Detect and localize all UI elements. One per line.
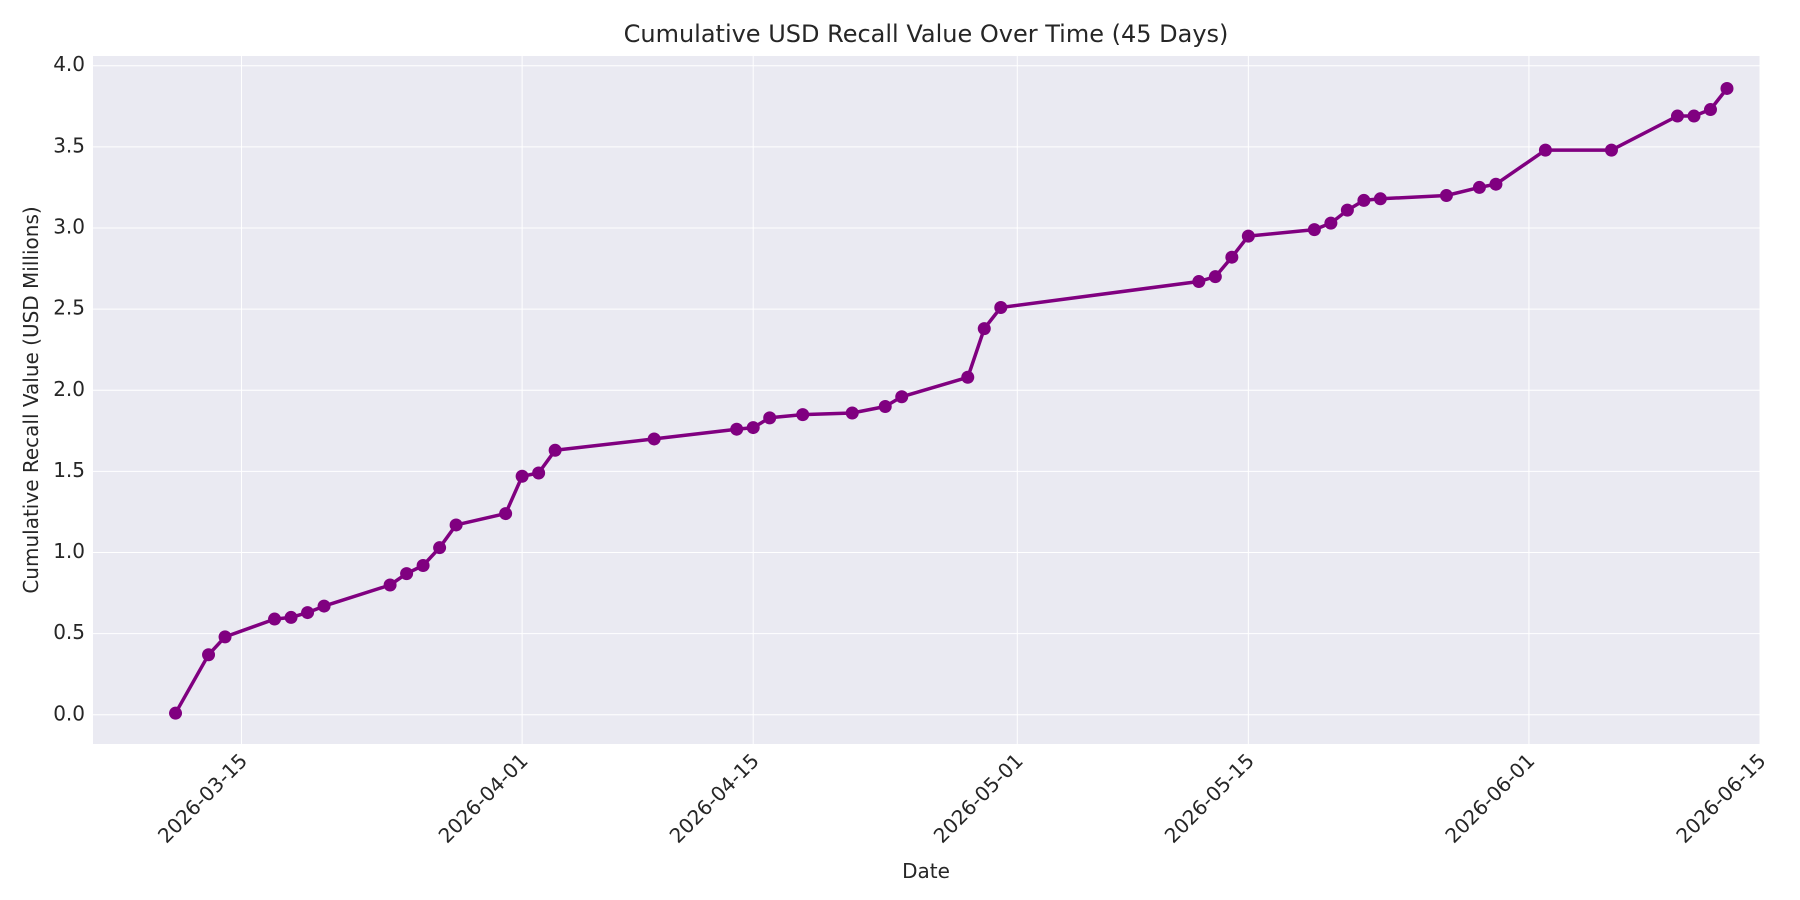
chart-title: Cumulative USD Recall Value Over Time (4… [624,20,1229,48]
data-point [284,610,298,624]
data-point [383,578,397,592]
data-point [433,541,447,555]
y-axis-ticks: 0.0 0.5 1.0 1.5 2.0 2.5 3.0 3.5 4.0 [53,52,85,725]
data-point [317,599,331,613]
data-point [796,408,810,422]
y-tick-label: 3.5 [53,133,85,157]
data-point [1439,189,1453,203]
y-tick-label: 0.5 [53,620,85,644]
data-point [1720,81,1734,95]
data-point [845,406,859,420]
data-point [449,518,463,532]
data-point [1307,223,1321,237]
data-point [548,443,562,457]
y-tick-label: 1.5 [53,458,85,482]
data-point [1373,192,1387,206]
data-point [1208,270,1222,284]
x-axis-title: Date [902,859,950,883]
data-point [647,432,661,446]
data-point [746,421,760,435]
data-point [1703,103,1717,117]
data-point [730,422,744,436]
y-axis-title: Cumulative Recall Value (USD Millions) [19,206,43,593]
data-point [1489,177,1503,191]
y-tick-label: 1.0 [53,539,85,563]
data-point [416,559,430,573]
data-point [1324,216,1338,230]
data-point [1538,143,1552,157]
data-point [895,390,909,404]
y-tick-label: 2.0 [53,377,85,401]
data-point [1472,180,1486,194]
y-tick-label: 4.0 [53,52,85,76]
data-point [400,567,414,581]
data-point [1687,109,1701,123]
data-point [515,469,529,483]
data-point [499,507,513,521]
data-point [977,322,991,336]
y-tick-label: 0.0 [53,701,85,725]
data-point [1192,275,1206,289]
data-point [961,370,975,384]
data-point [1670,109,1684,123]
y-tick-label: 2.5 [53,296,85,320]
data-point [1225,250,1239,264]
data-point [878,399,892,413]
data-point [1340,203,1354,217]
y-tick-label: 3.0 [53,215,85,239]
data-point [218,630,232,644]
data-point [268,612,282,626]
data-point [202,648,216,662]
data-points [169,81,1734,720]
plot-area [93,56,1760,744]
data-point [1604,143,1618,157]
data-point [532,466,546,480]
data-point [301,606,315,620]
data-point [1241,229,1255,243]
data-point [994,301,1008,315]
data-point [763,411,777,425]
data-point [1357,193,1371,207]
grid [93,56,1761,744]
data-point [169,706,183,720]
